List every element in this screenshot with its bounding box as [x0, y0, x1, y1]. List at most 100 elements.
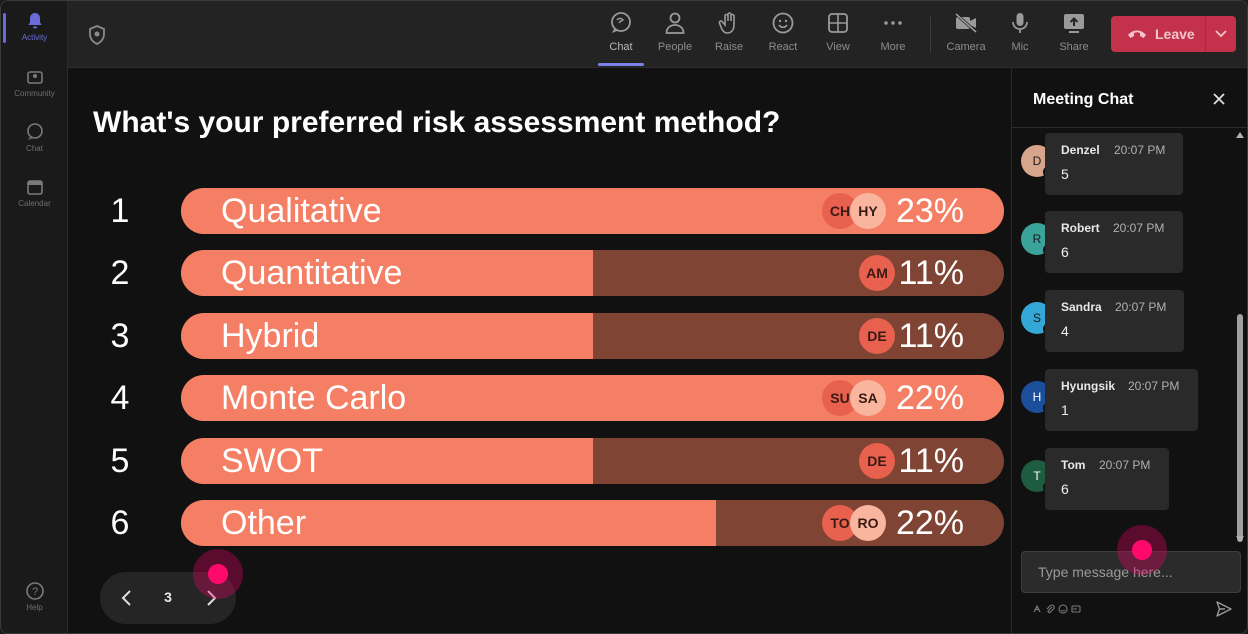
option-label: Monte Carlo: [221, 379, 407, 417]
poll-results: What's your preferred risk assessment me…: [68, 68, 1011, 633]
calendar-icon: [26, 180, 43, 195]
poll-option: 5 SWOT DE 11%: [68, 438, 1011, 484]
toolbar-label: React: [768, 41, 798, 53]
mic-button[interactable]: Mic: [995, 11, 1045, 61]
toolbar-label: Raise: [714, 41, 744, 53]
rail-item-calendar[interactable]: Calendar: [1, 167, 68, 217]
leave-separator: [1205, 16, 1206, 52]
emoji-icon[interactable]: [1058, 604, 1068, 614]
raise-hand-button[interactable]: Raise: [704, 11, 754, 61]
option-bar-fill: [181, 500, 716, 546]
option-bar: Hybrid DE 11%: [181, 313, 1004, 359]
close-icon[interactable]: [1212, 92, 1226, 106]
toolbar-label: More: [880, 41, 906, 53]
scroll-up-icon[interactable]: [1236, 132, 1244, 138]
share-screen-icon: [1064, 14, 1084, 33]
option-bar: Quantitative AM 11%: [181, 250, 1004, 296]
option-label: SWOT: [221, 442, 323, 480]
click-indicator: [193, 549, 243, 599]
view-button[interactable]: View: [813, 11, 863, 61]
option-percent: 22%: [895, 504, 964, 542]
option-number: 5: [110, 442, 130, 480]
chevron-left-icon[interactable]: [117, 588, 137, 608]
avatar-initial: T: [1033, 469, 1041, 483]
message-time: 20:07 PM: [1115, 300, 1167, 314]
toolbar-label: Mic: [1011, 41, 1029, 53]
rail-label: Community: [14, 89, 55, 98]
option-percent: 11%: [898, 442, 964, 480]
option-number: 4: [110, 379, 130, 417]
leave-label: Leave: [1155, 26, 1195, 42]
rail-item-activity[interactable]: Activity: [1, 1, 68, 51]
option-label: Other: [221, 504, 307, 542]
people-button[interactable]: People: [650, 11, 700, 61]
sender-name: Denzel: [1061, 143, 1100, 157]
camera-button[interactable]: Camera: [941, 11, 991, 61]
active-tab-indicator: [598, 63, 644, 66]
avatar-initial: D: [1032, 154, 1042, 168]
message-text: 6: [1061, 244, 1069, 260]
avatar-initial: S: [1032, 311, 1041, 325]
option-percent: 11%: [898, 254, 964, 292]
chat-scrollbar[interactable]: [1234, 130, 1246, 546]
chat-button[interactable]: Chat: [596, 11, 646, 61]
chat-message: Denzel 20:07 PM 5: [1045, 133, 1183, 195]
rail-item-help[interactable]: ? Help: [1, 571, 68, 621]
option-bar-fill: [181, 438, 593, 484]
option-number: 6: [110, 504, 130, 542]
hand-icon: [718, 12, 735, 34]
chevron-right-icon[interactable]: [201, 588, 221, 608]
option-percent: 23%: [895, 192, 964, 230]
message-text: 1: [1061, 402, 1069, 418]
leave-button[interactable]: Leave: [1111, 16, 1236, 52]
option-percent: 11%: [898, 317, 964, 355]
chat-icon: [26, 123, 43, 140]
rail-label: Help: [26, 603, 43, 612]
app-rail: Activity Community Chat Calendar ? Help: [1, 1, 68, 633]
toolbar-divider: [930, 17, 931, 53]
poll-option: 1 Qualitative CH HY 23%: [68, 188, 1011, 234]
meeting-chat-panel: Meeting Chat D Denzel 20:07 PM 5 R Rober…: [1011, 68, 1247, 633]
toolbar-label: Camera: [946, 41, 986, 53]
message-time: 20:07 PM: [1128, 379, 1180, 393]
rail-item-community[interactable]: Community: [1, 57, 68, 107]
option-label: Qualitative: [221, 192, 382, 230]
shield-icon[interactable]: [88, 25, 106, 45]
scrollbar-thumb[interactable]: [1237, 314, 1243, 542]
format-icon[interactable]: [1032, 604, 1042, 614]
rail-item-chat[interactable]: Chat: [1, 112, 68, 162]
meeting-toolbar: Chat People Raise React View More Camera: [68, 1, 1247, 68]
sender-name: Sandra: [1061, 300, 1102, 314]
react-button[interactable]: React: [758, 11, 808, 61]
message-text: 6: [1061, 481, 1069, 497]
gif-icon[interactable]: [1071, 604, 1081, 614]
scroll-down-icon[interactable]: [1236, 536, 1244, 542]
avatar-initial: R: [1032, 232, 1042, 246]
toolbar-label: People: [657, 41, 693, 53]
voter-avatar: DE: [859, 443, 895, 479]
option-number: 2: [110, 254, 130, 292]
click-indicator: [1117, 525, 1167, 575]
attach-icon[interactable]: [1045, 604, 1055, 614]
chat-message-input[interactable]: [1021, 551, 1241, 593]
grid-icon: [828, 13, 848, 33]
leave-options[interactable]: [1206, 30, 1236, 38]
option-number: 1: [110, 192, 130, 230]
voter-avatar: DE: [859, 318, 895, 354]
chat-message: Hyungsik 20:07 PM 1: [1045, 369, 1198, 431]
toolbar-label: View: [826, 41, 850, 53]
message-text: 5: [1061, 166, 1069, 182]
option-label: Quantitative: [221, 254, 403, 292]
leave-main[interactable]: Leave: [1111, 26, 1205, 42]
voter-avatar: SA: [850, 380, 886, 416]
more-button[interactable]: More: [868, 11, 918, 61]
rail-label: Activity: [21, 33, 48, 42]
chat-icon: [611, 12, 631, 33]
sender-name: Robert: [1061, 221, 1100, 235]
option-bar: Qualitative CH HY 23%: [181, 188, 1004, 234]
share-button[interactable]: Share: [1049, 11, 1099, 61]
smiley-icon: [772, 12, 794, 34]
send-icon[interactable]: [1215, 600, 1233, 618]
chat-title: Meeting Chat: [1033, 91, 1134, 108]
